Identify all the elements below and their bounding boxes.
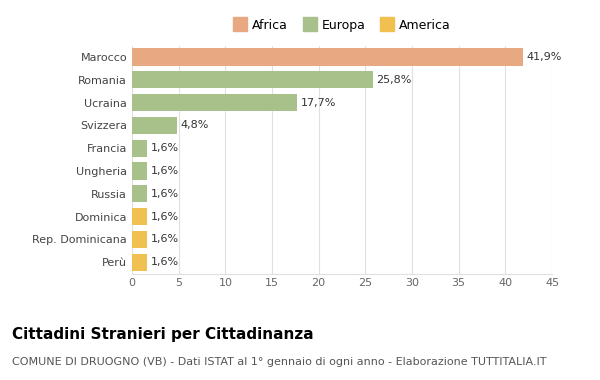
Bar bbox=[132, 163, 147, 180]
Legend: Africa, Europa, America: Africa, Europa, America bbox=[229, 15, 455, 36]
Text: 1,6%: 1,6% bbox=[151, 189, 179, 199]
Text: 1,6%: 1,6% bbox=[151, 257, 179, 267]
Bar bbox=[132, 208, 147, 225]
Text: 17,7%: 17,7% bbox=[301, 98, 337, 108]
Text: 1,6%: 1,6% bbox=[151, 166, 179, 176]
Bar bbox=[132, 94, 297, 111]
Bar bbox=[132, 117, 177, 134]
Text: 1,6%: 1,6% bbox=[151, 143, 179, 153]
Bar bbox=[132, 140, 147, 157]
Text: Cittadini Stranieri per Cittadinanza: Cittadini Stranieri per Cittadinanza bbox=[12, 327, 314, 342]
Text: COMUNE DI DRUOGNO (VB) - Dati ISTAT al 1° gennaio di ogni anno - Elaborazione TU: COMUNE DI DRUOGNO (VB) - Dati ISTAT al 1… bbox=[12, 357, 547, 367]
Text: 1,6%: 1,6% bbox=[151, 234, 179, 244]
Bar bbox=[132, 254, 147, 271]
Text: 1,6%: 1,6% bbox=[151, 212, 179, 222]
Text: 25,8%: 25,8% bbox=[377, 75, 412, 85]
Text: 41,9%: 41,9% bbox=[527, 52, 562, 62]
Text: 4,8%: 4,8% bbox=[181, 120, 209, 130]
Bar bbox=[132, 185, 147, 202]
Bar bbox=[132, 231, 147, 248]
Bar bbox=[132, 48, 523, 66]
Bar bbox=[132, 71, 373, 89]
